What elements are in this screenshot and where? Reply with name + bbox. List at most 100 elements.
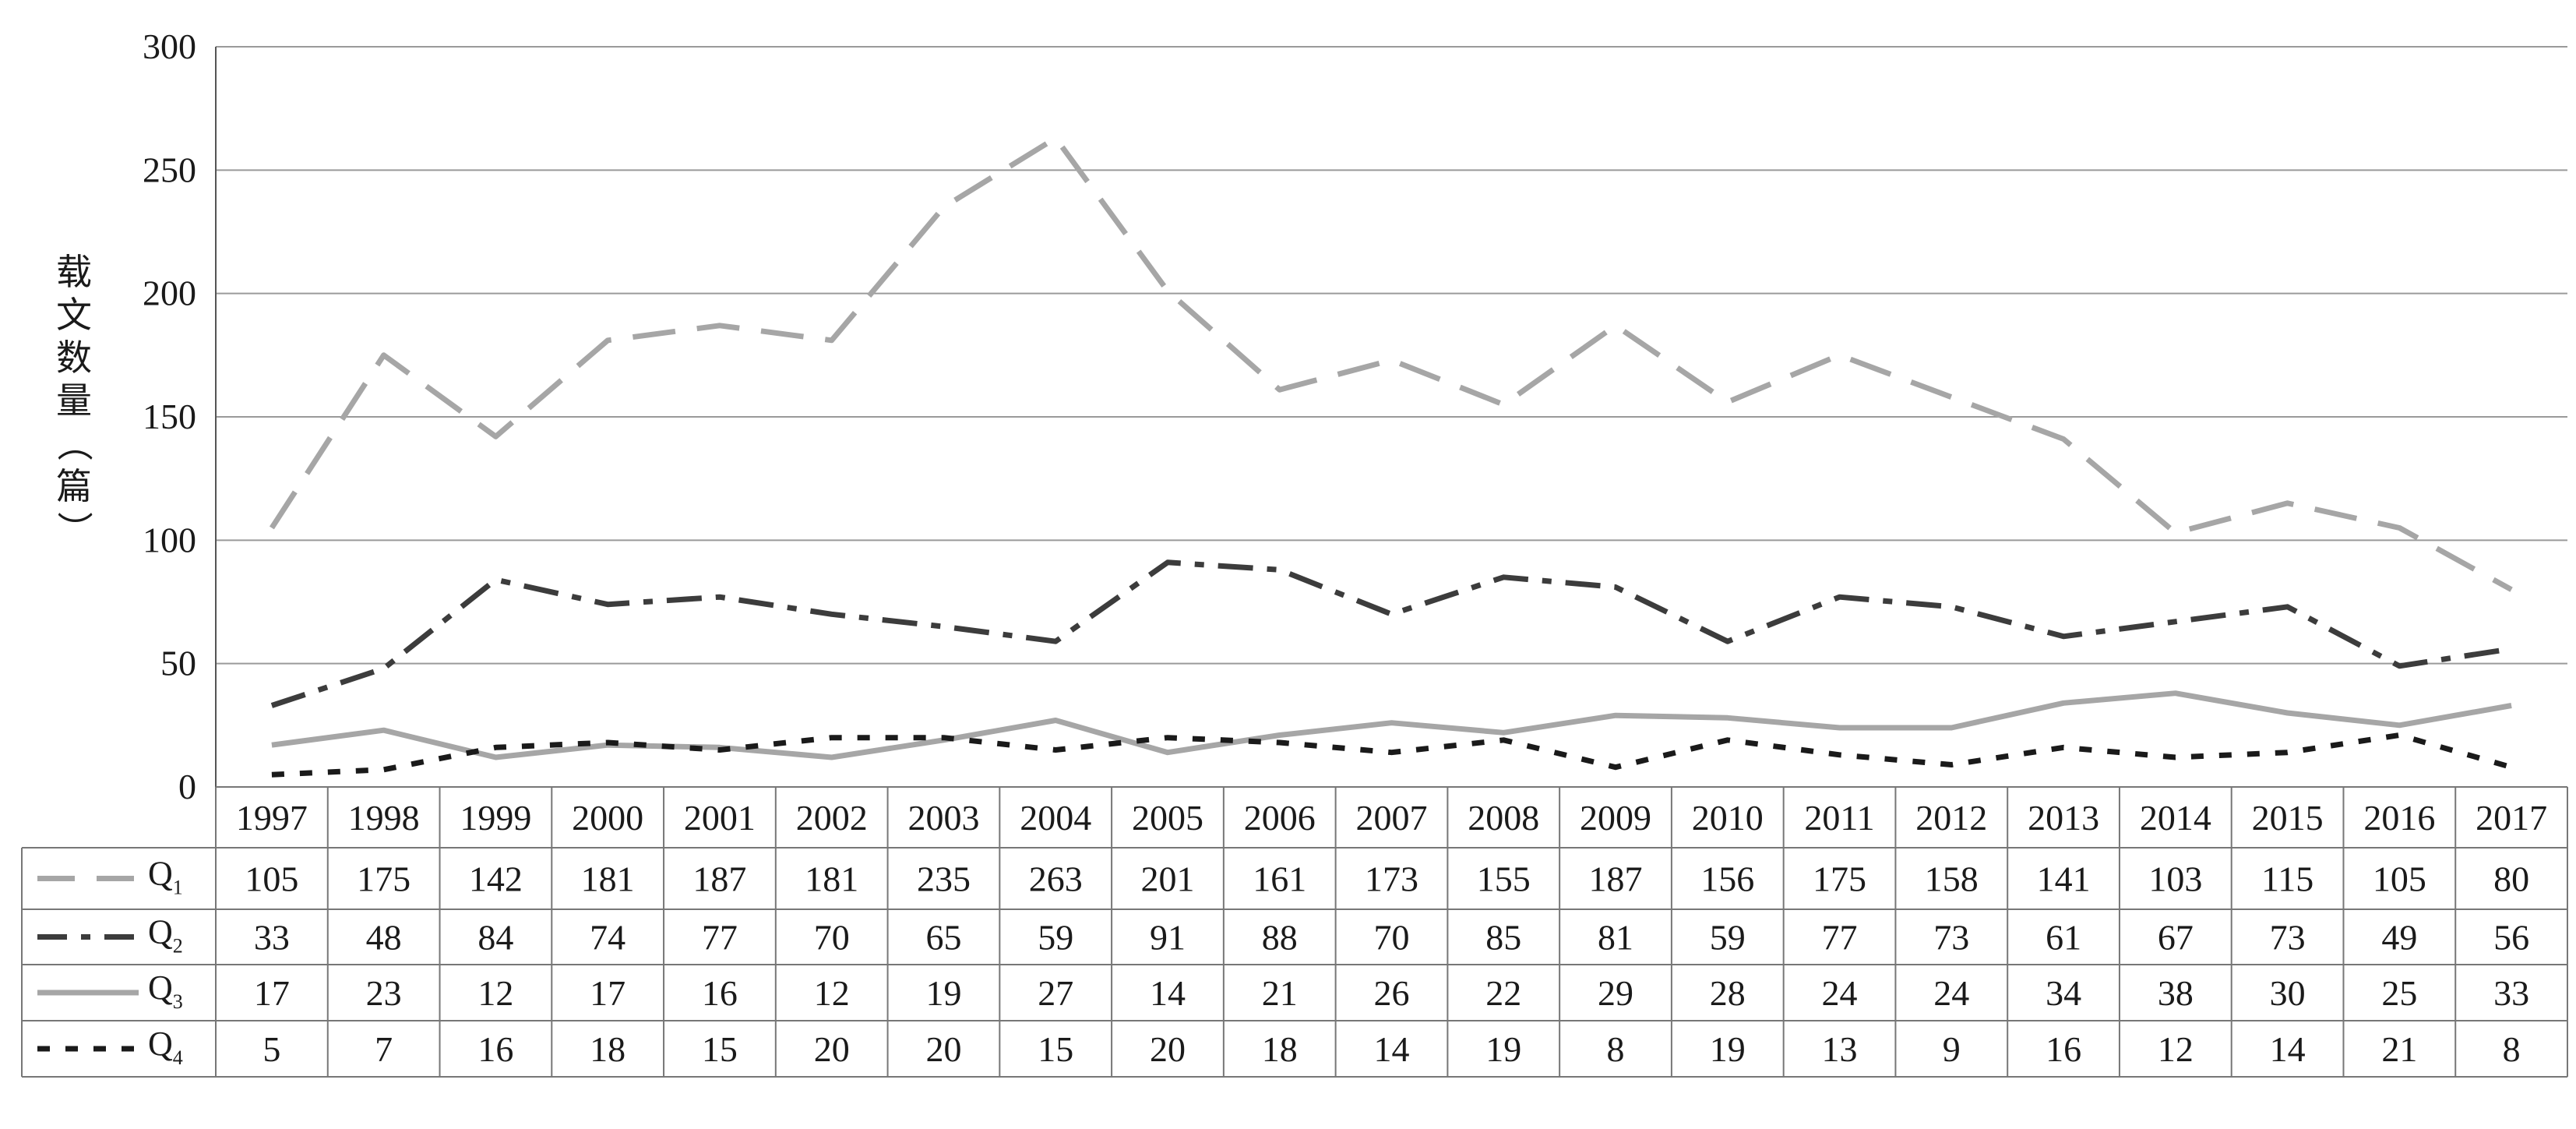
x-tick-label: 1998 bbox=[348, 798, 420, 838]
data-point bbox=[495, 757, 496, 758]
x-tick-label: 2015 bbox=[2252, 798, 2324, 838]
data-point bbox=[2063, 746, 2064, 748]
series-line-q1 bbox=[269, 135, 2513, 592]
data-point bbox=[943, 626, 944, 627]
data-label: 187 bbox=[692, 859, 746, 899]
data-label: 156 bbox=[1700, 859, 1754, 899]
y-axis-title-char: （ bbox=[53, 425, 95, 461]
data-point bbox=[1055, 720, 1056, 722]
x-tick-label: 2008 bbox=[1468, 798, 1539, 838]
data-point bbox=[1391, 613, 1393, 615]
data-point bbox=[1727, 739, 1728, 741]
data-label: 175 bbox=[1813, 859, 1866, 899]
legend-label-q4: Q4 bbox=[148, 1025, 183, 1069]
data-label: 67 bbox=[2158, 918, 2194, 958]
data-point bbox=[2511, 589, 2512, 591]
data-label: 88 bbox=[1262, 918, 1298, 958]
data-label: 20 bbox=[1150, 1029, 1186, 1069]
y-axis-title-char: 数 bbox=[56, 337, 92, 379]
data-point bbox=[2175, 532, 2176, 534]
data-point bbox=[2398, 725, 2400, 726]
data-label: 103 bbox=[2148, 859, 2202, 899]
data-point bbox=[1951, 606, 1952, 608]
data-label: 141 bbox=[2037, 859, 2091, 899]
x-tick-label: 2005 bbox=[1132, 798, 1203, 838]
data-point bbox=[2175, 621, 2176, 623]
x-tick-label: 2000 bbox=[572, 798, 643, 838]
data-label: 18 bbox=[1262, 1029, 1298, 1069]
x-tick-label: 1997 bbox=[236, 798, 308, 838]
data-point bbox=[1839, 596, 1841, 598]
data-point bbox=[1839, 355, 1841, 356]
data-point bbox=[719, 325, 721, 326]
data-label: 77 bbox=[702, 918, 738, 958]
data-label: 24 bbox=[1822, 973, 1858, 1013]
data-point bbox=[271, 774, 273, 775]
gridlines bbox=[216, 46, 2567, 788]
x-tick-label: 2014 bbox=[2140, 798, 2211, 838]
x-tick-label: 2016 bbox=[2363, 798, 2435, 838]
y-tick-label: 250 bbox=[143, 150, 196, 189]
y-tick-label: 300 bbox=[143, 26, 196, 66]
data-point bbox=[1503, 732, 1504, 733]
data-point bbox=[607, 742, 608, 743]
data-point bbox=[1503, 404, 1504, 405]
data-label: 29 bbox=[1598, 973, 1633, 1013]
data-label: 201 bbox=[1140, 859, 1194, 899]
data-point bbox=[1727, 717, 1728, 718]
data-label: 181 bbox=[805, 859, 858, 899]
data-point bbox=[1167, 291, 1168, 292]
data-point bbox=[495, 579, 496, 580]
data-label: 7 bbox=[375, 1029, 393, 1069]
data-label: 73 bbox=[1933, 918, 1969, 958]
x-tick-label: 2007 bbox=[1356, 798, 1428, 838]
data-point bbox=[2063, 702, 2064, 704]
data-point bbox=[1951, 727, 1952, 729]
data-label: 24 bbox=[1933, 973, 1969, 1013]
data-label: 48 bbox=[366, 918, 402, 958]
data-point bbox=[607, 604, 608, 605]
y-axis-title-char: 篇 bbox=[56, 465, 92, 507]
data-point bbox=[831, 613, 833, 615]
data-label: 56 bbox=[2493, 918, 2529, 958]
data-point bbox=[1951, 764, 1952, 766]
data-label: 28 bbox=[1710, 973, 1746, 1013]
data-label: 25 bbox=[2381, 973, 2417, 1013]
data-label: 81 bbox=[1598, 918, 1633, 958]
data-point bbox=[1279, 735, 1281, 736]
data-label: 105 bbox=[2373, 859, 2426, 899]
x-tick-label: 2011 bbox=[1804, 798, 1874, 838]
data-label: 73 bbox=[2270, 918, 2306, 958]
data-point bbox=[831, 737, 833, 739]
data-point bbox=[1055, 137, 1056, 139]
data-point bbox=[2511, 648, 2512, 650]
data-label: 19 bbox=[1710, 1029, 1746, 1069]
data-point bbox=[2287, 503, 2289, 504]
data-label: 14 bbox=[2270, 1029, 2306, 1069]
data-point bbox=[1167, 562, 1168, 563]
data-label: 235 bbox=[917, 859, 971, 899]
data-label: 84 bbox=[477, 918, 513, 958]
data-point bbox=[2063, 636, 2064, 637]
data-point bbox=[495, 436, 496, 437]
data-label: 175 bbox=[357, 859, 411, 899]
data-point bbox=[383, 769, 385, 771]
data-point bbox=[1391, 752, 1393, 753]
series-line-q3 bbox=[271, 690, 2512, 760]
data-label: 77 bbox=[1822, 918, 1858, 958]
data-label: 59 bbox=[1710, 918, 1746, 958]
x-tick-label: 2012 bbox=[1915, 798, 1987, 838]
y-tick-label: 100 bbox=[143, 520, 196, 559]
series-line-q2 bbox=[270, 559, 2512, 708]
y-axis-title-char: ） bbox=[53, 511, 95, 547]
data-point bbox=[2287, 712, 2289, 714]
data-label: 12 bbox=[814, 973, 850, 1013]
x-tick-label: 2002 bbox=[796, 798, 868, 838]
data-point bbox=[943, 206, 944, 208]
data-label: 21 bbox=[1262, 973, 1298, 1013]
series-lines bbox=[269, 135, 2513, 778]
data-label: 16 bbox=[2046, 1029, 2081, 1069]
data-label: 15 bbox=[702, 1029, 738, 1069]
data-point bbox=[2063, 439, 2064, 440]
x-tick-label: 2017 bbox=[2476, 798, 2547, 838]
